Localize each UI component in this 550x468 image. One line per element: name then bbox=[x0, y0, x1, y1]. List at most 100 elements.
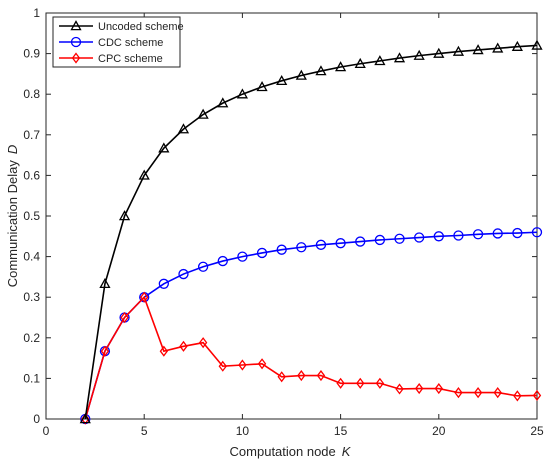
legend-item-triangle: Uncoded scheme bbox=[59, 20, 184, 33]
data-point-diamond bbox=[100, 345, 110, 357]
data-point-triangle bbox=[99, 277, 111, 289]
data-point-triangle bbox=[177, 123, 190, 134]
data-point-diamond bbox=[277, 371, 286, 383]
data-point-diamond bbox=[140, 291, 149, 303]
series-triangle bbox=[79, 39, 543, 424]
data-point-diamond bbox=[532, 389, 542, 402]
data-point-diamond bbox=[454, 387, 463, 399]
data-point-diamond bbox=[395, 383, 404, 395]
data-point-triangle bbox=[256, 81, 268, 92]
y-tick-label: 0.9 bbox=[23, 47, 40, 61]
data-point-circle bbox=[158, 278, 169, 289]
data-point-circle bbox=[394, 233, 405, 244]
data-point-diamond bbox=[159, 345, 169, 357]
data-point-triangle bbox=[413, 49, 425, 60]
x-tick-label: 0 bbox=[43, 424, 50, 438]
legend-marker-diamond bbox=[71, 52, 81, 64]
y-tick-label: 0.8 bbox=[23, 87, 40, 101]
data-point-circle bbox=[315, 239, 327, 250]
data-point-triangle bbox=[374, 55, 386, 66]
y-tick-label: 0.5 bbox=[23, 209, 40, 223]
data-point-diamond bbox=[434, 382, 443, 395]
data-point-diamond bbox=[297, 369, 306, 382]
data-point-diamond bbox=[414, 382, 424, 395]
data-point-diamond bbox=[316, 369, 326, 382]
data-point-triangle bbox=[531, 39, 543, 50]
data-point-diamond bbox=[356, 377, 365, 389]
data-point-triangle bbox=[315, 65, 327, 76]
data-point-circle bbox=[197, 261, 209, 272]
data-point-circle bbox=[374, 234, 386, 246]
legend-item-diamond: CPC scheme bbox=[59, 52, 163, 65]
y-axis-label: Communication DelayD bbox=[5, 145, 20, 288]
data-point-circle bbox=[178, 268, 189, 280]
data-point-diamond bbox=[257, 358, 267, 370]
data-point-triangle bbox=[511, 40, 523, 51]
data-point-triangle bbox=[276, 74, 288, 86]
data-point-circle bbox=[276, 244, 287, 255]
data-point-circle bbox=[355, 236, 366, 247]
y-tick-label: 0.3 bbox=[23, 290, 40, 304]
data-point-diamond bbox=[120, 311, 129, 324]
y-tick-label: 0.1 bbox=[23, 371, 40, 385]
legend-label: CDC scheme bbox=[98, 37, 163, 49]
data-point-triangle bbox=[295, 69, 307, 80]
legend-item-circle: CDC scheme bbox=[59, 36, 163, 49]
data-point-circle bbox=[237, 251, 248, 262]
data-point-circle bbox=[414, 232, 425, 243]
data-point-triangle bbox=[138, 169, 150, 180]
data-point-triangle bbox=[158, 142, 170, 153]
data-point-circle bbox=[296, 242, 307, 253]
series-line-triangle bbox=[84, 44, 538, 420]
data-point-circle bbox=[512, 227, 523, 239]
data-point-circle bbox=[453, 230, 464, 241]
x-tick-label: 25 bbox=[530, 424, 544, 438]
legend-label: Uncoded scheme bbox=[98, 21, 184, 33]
data-point-circle bbox=[217, 255, 228, 267]
data-point-triangle bbox=[334, 61, 347, 72]
x-tick-label: 20 bbox=[432, 424, 446, 438]
x-axis-label: Computation node K bbox=[230, 444, 352, 459]
legend-label: CPC scheme bbox=[98, 53, 163, 65]
data-point-triangle bbox=[118, 210, 131, 221]
data-point-diamond bbox=[218, 360, 227, 372]
series-diamond bbox=[81, 291, 542, 425]
data-point-triangle bbox=[452, 45, 465, 56]
data-point-diamond bbox=[513, 390, 522, 402]
series-line-circle bbox=[84, 231, 538, 420]
data-point-diamond bbox=[336, 377, 345, 389]
y-tick-label: 0 bbox=[33, 412, 40, 426]
data-point-triangle bbox=[217, 97, 229, 108]
legend-marker-circle bbox=[70, 36, 82, 48]
data-point-circle bbox=[492, 228, 503, 239]
data-point-triangle bbox=[492, 42, 504, 53]
data-point-circle bbox=[531, 227, 543, 238]
y-tick-label: 0.2 bbox=[23, 331, 40, 345]
x-tick-label: 10 bbox=[236, 424, 250, 438]
x-tick-label: 15 bbox=[334, 424, 348, 438]
x-tick-label: 5 bbox=[141, 424, 148, 438]
data-point-triangle bbox=[393, 52, 406, 63]
data-point-circle bbox=[335, 238, 346, 249]
legend-marker-triangle bbox=[70, 20, 82, 31]
y-tick-label: 0.6 bbox=[23, 168, 40, 182]
plot-frame bbox=[45, 12, 538, 420]
data-point-diamond bbox=[198, 337, 208, 349]
data-point-triangle bbox=[433, 47, 445, 58]
y-tick-label: 1 bbox=[33, 6, 40, 20]
y-tick-label: 0.7 bbox=[23, 128, 40, 142]
y-tick-label: 0.4 bbox=[23, 250, 40, 264]
data-point-circle bbox=[472, 229, 484, 240]
data-point-triangle bbox=[79, 413, 91, 424]
data-point-diamond bbox=[473, 387, 483, 399]
data-point-triangle bbox=[236, 88, 249, 99]
data-point-diamond bbox=[238, 359, 247, 371]
data-point-diamond bbox=[179, 340, 188, 352]
data-point-diamond bbox=[493, 387, 502, 399]
data-point-triangle bbox=[472, 44, 484, 55]
data-point-triangle bbox=[197, 108, 209, 119]
data-point-triangle bbox=[354, 57, 366, 68]
data-point-circle bbox=[433, 231, 444, 242]
